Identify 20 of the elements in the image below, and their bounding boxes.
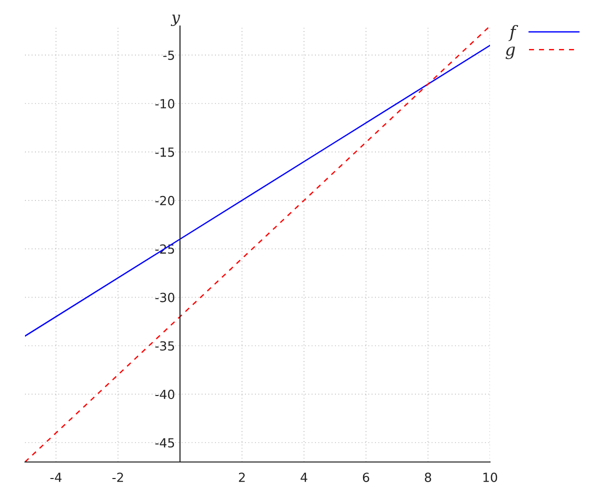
x-tick-label: -4 bbox=[50, 472, 62, 482]
line-series bbox=[25, 26, 490, 462]
x-tick-label: 6 bbox=[362, 472, 370, 482]
y-axis-title: y bbox=[170, 14, 180, 26]
x-tick-label: 8 bbox=[424, 472, 432, 482]
y-tick-label: -20 bbox=[155, 196, 174, 206]
y-tick-label: -30 bbox=[155, 292, 174, 302]
y-tick-label: -10 bbox=[155, 98, 174, 108]
y-tick-label: -45 bbox=[155, 438, 174, 448]
x-tick-label: -2 bbox=[112, 472, 123, 482]
x-tick-label: 10 bbox=[483, 472, 498, 482]
y-tick-label: -5 bbox=[163, 50, 174, 60]
legend-label: f bbox=[508, 25, 518, 42]
y-tick-label: -40 bbox=[155, 390, 174, 400]
line-series bbox=[25, 44, 490, 337]
y-tick-label: -35 bbox=[155, 341, 174, 351]
x-tick-label: 2 bbox=[238, 472, 245, 482]
legend-label: g bbox=[506, 46, 515, 60]
x-tick-label: 4 bbox=[300, 472, 308, 482]
y-tick-label: -15 bbox=[155, 148, 174, 157]
